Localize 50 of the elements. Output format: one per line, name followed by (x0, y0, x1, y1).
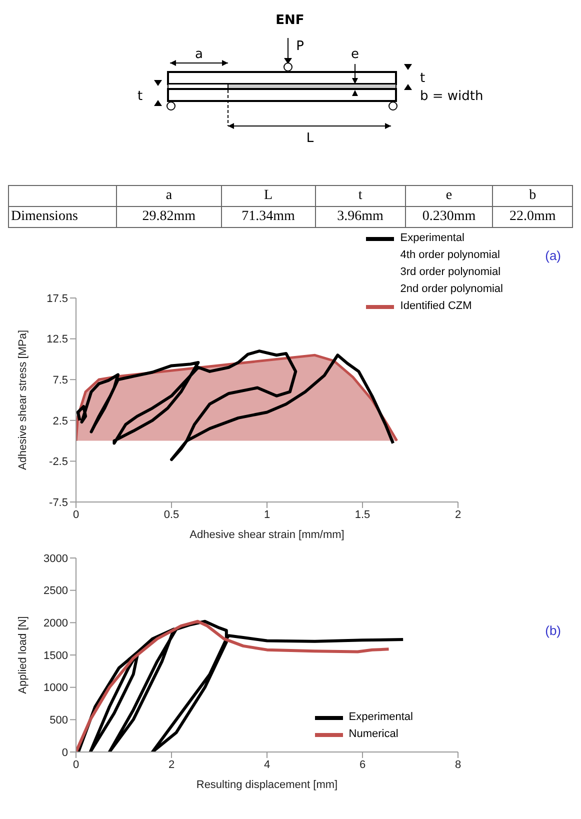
x-tick-label: 1 (264, 508, 270, 521)
x-tick-label: 0 (72, 508, 80, 521)
y-tick-label: 1000 (44, 682, 68, 694)
beam-diagram: a P e t t b = width L (137, 38, 484, 146)
y-tick-label: -7.5 (49, 496, 68, 509)
y-axis-title: Adhesive shear stress [MPa] (16, 330, 29, 470)
line-series (76, 350, 395, 462)
text: 22.0mm (492, 206, 572, 228)
text: 2nd order polynomial (399, 282, 503, 297)
y-tick-label: 17.5 (46, 292, 68, 305)
y-tick-label: 1500 (44, 650, 68, 662)
x-axis-title: Adhesive shear strain [mm/mm] (190, 529, 344, 541)
text: L (221, 186, 316, 206)
text: ENF (276, 13, 304, 28)
text: e (405, 186, 493, 206)
x-tick-label: 4 (264, 758, 270, 771)
y-tick-label: 2500 (44, 585, 68, 598)
legend-label: Experimental (400, 231, 464, 246)
y-tick-label: 500 (50, 714, 68, 727)
x-tick-label: 1.5 (354, 508, 370, 521)
legend-label: Numerical (348, 727, 398, 742)
text: 3rd order polynomial (399, 265, 502, 280)
x-tick-label: 2 (454, 508, 462, 521)
y-tick-label: 12.5 (46, 334, 68, 346)
legend-label: Experimental (348, 710, 413, 725)
legend-label: Identified CZM (400, 299, 472, 314)
x-tick-label: 6 (359, 758, 366, 771)
text: (a) (545, 248, 561, 263)
x-tick-label: 0.5 (164, 508, 180, 521)
text: (b) (545, 623, 561, 638)
text: t (315, 186, 406, 206)
text: 0.230mm (405, 206, 493, 228)
x-axis-title: Resulting displacement [mm] (196, 779, 338, 791)
y-tick-label: 7.5 (52, 374, 68, 387)
y-tick-label: 3000 (44, 552, 68, 565)
y-tick-label: -2.5 (49, 456, 68, 468)
text: b (492, 186, 572, 206)
text: 3.96mm (315, 206, 406, 228)
y-tick-label: 2000 (44, 618, 68, 630)
text: 71.34mm (221, 206, 316, 228)
y-tick-label: 0 (62, 746, 68, 759)
x-tick-label: 2 (168, 758, 175, 771)
text: 29.82mm (116, 206, 222, 228)
text: Dimensions (8, 206, 117, 228)
text: a (116, 186, 222, 206)
y-axis-title: Applied load [N] (16, 616, 29, 694)
x-tick-label: 8 (454, 758, 462, 771)
y-tick-label: 2.5 (52, 415, 68, 428)
x-tick-label: 0 (72, 758, 80, 771)
text: 4th order polynomial (399, 248, 501, 263)
